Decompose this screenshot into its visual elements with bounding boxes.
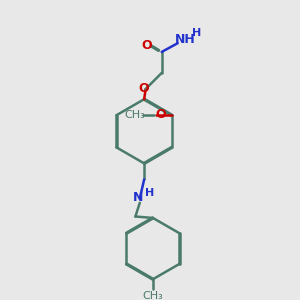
Text: CH₃: CH₃ — [124, 110, 145, 120]
Text: CH₃: CH₃ — [142, 291, 163, 300]
Text: H: H — [192, 28, 201, 38]
Text: O: O — [155, 108, 166, 121]
Text: NH: NH — [175, 33, 195, 46]
Text: O: O — [138, 82, 148, 95]
Text: N: N — [133, 191, 143, 204]
Text: H: H — [146, 188, 154, 198]
Text: O: O — [141, 39, 152, 52]
